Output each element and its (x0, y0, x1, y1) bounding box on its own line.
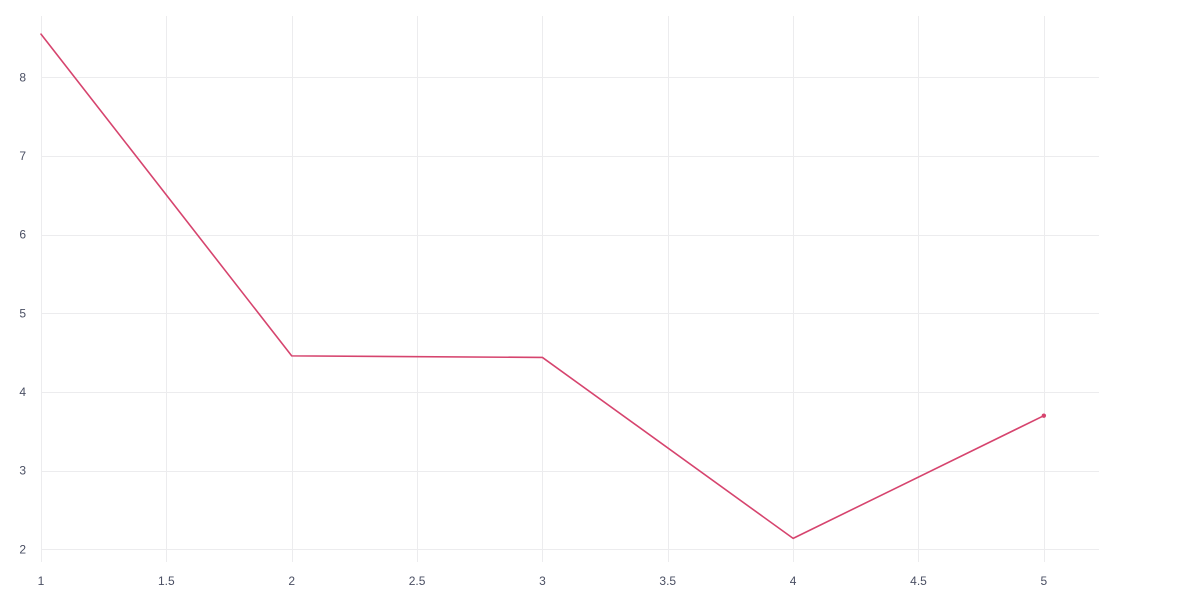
y-tick-label: 3 (19, 464, 26, 478)
x-tick-label: 1.5 (158, 574, 175, 588)
series-line (40, 33, 1045, 540)
x-tick-label: 1 (38, 574, 45, 588)
y-tick-label: 8 (19, 70, 26, 84)
x-axis-ticks: 1 1.5 2 2.5 3 3.5 4 4.5 5 (38, 574, 1048, 588)
x-tick-label: 4 (790, 574, 797, 588)
y-tick-label: 2 (19, 542, 26, 556)
y-tick-label: 6 (19, 228, 26, 242)
y-axis-ticks: 2 3 4 5 6 7 8 (19, 70, 26, 556)
x-tick-label: 5 (1040, 574, 1047, 588)
x-tick-label: 3.5 (659, 574, 676, 588)
y-tick-label: 5 (19, 306, 26, 320)
last-data-point-marker (1041, 413, 1047, 418)
series-group (40, 33, 1047, 540)
x-tick-label: 3 (539, 574, 546, 588)
grid (41, 16, 1099, 562)
x-tick-label: 2 (288, 574, 295, 588)
x-tick-label: 2.5 (409, 574, 426, 588)
y-tick-label: 7 (19, 149, 26, 163)
y-tick-label: 4 (19, 385, 26, 399)
x-tick-label: 4.5 (910, 574, 927, 588)
